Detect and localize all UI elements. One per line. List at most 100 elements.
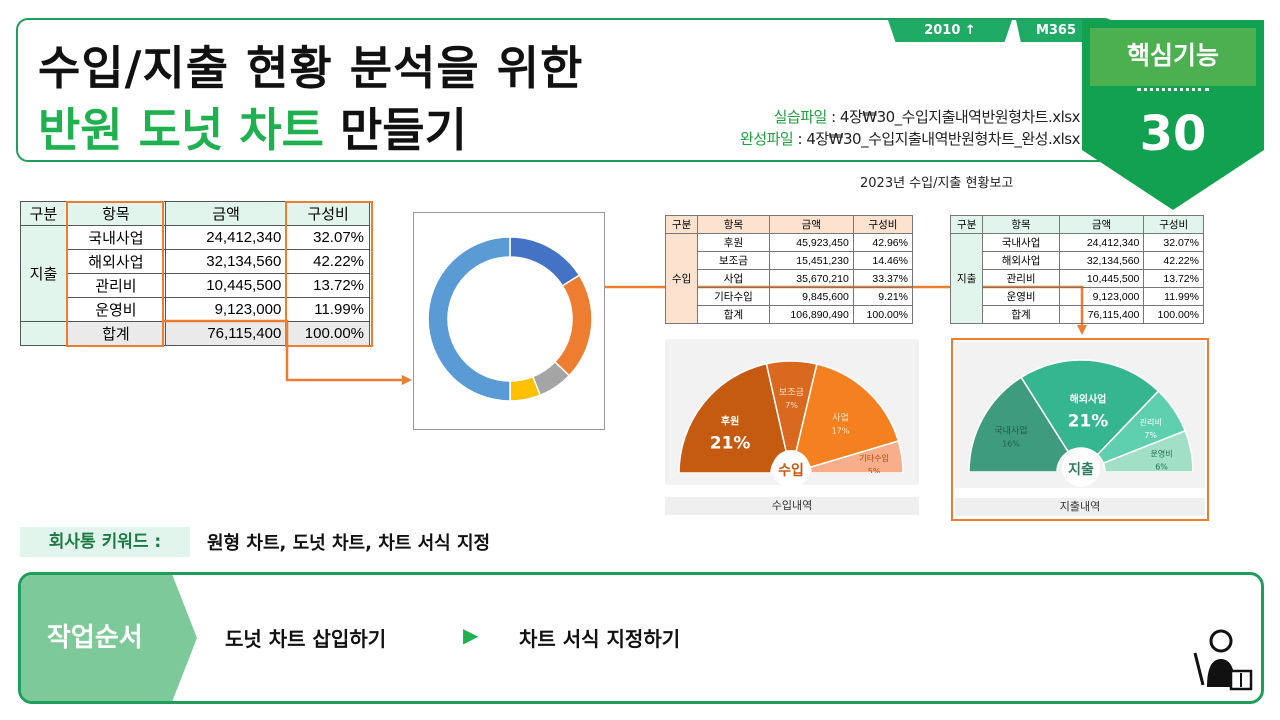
center-label: 지출 bbox=[1068, 461, 1094, 478]
practice-file: 실습파일 : 4장₩30_수입지출내역반원형차트.xlsx bbox=[740, 106, 1081, 128]
expense-chart-caption: 지출내역 bbox=[955, 498, 1205, 516]
amount-cell: 9,845,600 bbox=[768, 287, 854, 306]
ratio-cell: 32.07% bbox=[1143, 233, 1204, 252]
header-item: 항목 bbox=[982, 215, 1060, 234]
amount-cell: 24,412,340 bbox=[1058, 233, 1145, 252]
expense-chart-area[interactable]: 국내사업 16% 해외사업 21% 관리비 7% 운영비 6% 지출 bbox=[955, 342, 1205, 492]
table-row: 관리비 10,445,500 13.72% bbox=[951, 269, 1204, 288]
title-line1: 수입/지출 현황 분석을 위한 bbox=[38, 41, 584, 95]
header-amount: 금액 bbox=[1058, 215, 1145, 234]
item-cell: 사업 bbox=[697, 269, 770, 288]
table-row: 사업 35,670,210 33.37% bbox=[666, 269, 914, 288]
amount-cell: 32,134,560 bbox=[164, 249, 288, 274]
header-category: 구분 bbox=[949, 215, 984, 234]
slice-label: 운영비 bbox=[1151, 449, 1173, 459]
total-ratio-cell: 100.00% bbox=[852, 305, 914, 324]
table-row: 해외사업 32,134,560 42.22% bbox=[951, 251, 1204, 270]
half-donut-slice[interactable] bbox=[968, 376, 1070, 473]
ratio-cell: 13.72% bbox=[1143, 269, 1204, 288]
step-1: 도넛 차트 삽입하기 bbox=[225, 627, 387, 651]
amount-cell: 24,412,340 bbox=[164, 225, 288, 250]
ratio-cell: 42.22% bbox=[286, 249, 370, 274]
practice-file-name: : 4장₩30_수입지출내역반원형차트.xlsx bbox=[826, 108, 1080, 126]
ratio-cell: 13.72% bbox=[286, 273, 370, 298]
file-info: 실습파일 : 4장₩30_수입지출내역반원형차트.xlsx 완성파일 : 4장₩… bbox=[740, 106, 1080, 150]
table-header-row: 구분 항목 금액 구성비 bbox=[949, 215, 1204, 234]
total-amount-cell: 76,115,400 bbox=[164, 321, 288, 346]
income-chart-area[interactable]: 후원 21% 보조금 7% 사업 17% 기타수입 5% 수입 bbox=[665, 339, 919, 493]
group-cell: 지출 bbox=[949, 233, 984, 324]
slice-label: 보조금 bbox=[779, 387, 804, 398]
expense-half-donut: 국내사업 16% 해외사업 21% 관리비 7% 운영비 6% 지출 bbox=[965, 359, 1197, 492]
group-cell: 수입 bbox=[664, 233, 699, 324]
header-ratio: 구성비 bbox=[852, 215, 914, 234]
slice-percent: 5% bbox=[868, 467, 881, 476]
ratio-column-highlight bbox=[285, 201, 373, 347]
title-line2: 반원 도넛 차트 만들기 bbox=[38, 94, 467, 160]
center-badge bbox=[1062, 449, 1100, 487]
amount-cell: 10,445,500 bbox=[164, 273, 288, 298]
badge-divider bbox=[1137, 88, 1209, 91]
header-amount: 금액 bbox=[164, 201, 288, 226]
income-half-donut: 후원 21% 보조금 7% 사업 17% 기타수입 5% 수입 bbox=[675, 360, 907, 493]
item-column-highlight bbox=[66, 201, 164, 347]
ratio-cell: 42.22% bbox=[1143, 251, 1204, 270]
header-ratio: 구성비 bbox=[286, 201, 370, 226]
item-cell: 운영비 bbox=[982, 287, 1060, 306]
total-item-cell: 합계 bbox=[982, 305, 1060, 324]
slice-percent: 17% bbox=[832, 427, 850, 436]
item-cell: 운영비 bbox=[65, 297, 166, 322]
income-chart-caption: 수입내역 bbox=[665, 497, 919, 515]
header-ratio: 구성비 bbox=[1143, 215, 1204, 234]
slice-percent: 21% bbox=[710, 433, 751, 453]
item-cell: 국내사업 bbox=[65, 225, 166, 250]
header-category: 구분 bbox=[20, 201, 67, 226]
slice-label: 국내사업 bbox=[994, 425, 1027, 436]
table-row: 관리비 10,445,500 13.72% bbox=[21, 273, 370, 298]
table-row: 지출 국내사업 24,412,340 32.07% bbox=[20, 225, 370, 322]
ratio-cell: 11.99% bbox=[1143, 287, 1204, 306]
amount-cell: 15,451,230 bbox=[768, 251, 854, 270]
amount-cell: 32,134,560 bbox=[1058, 251, 1145, 270]
table-row: 기타수입 9,845,600 9.21% bbox=[666, 287, 914, 306]
item-cell: 해외사업 bbox=[982, 251, 1060, 270]
table-row: 수입 후원 45,923,450 42.96% bbox=[664, 233, 914, 324]
header-category: 구분 bbox=[664, 215, 699, 234]
slice-label: 관리비 bbox=[1140, 417, 1162, 427]
donut-slice[interactable] bbox=[509, 236, 581, 287]
item-cell: 관리비 bbox=[65, 273, 166, 298]
donut-slice[interactable] bbox=[427, 236, 511, 402]
badge-number: 30 bbox=[1139, 106, 1207, 162]
ratio-cell: 33.37% bbox=[852, 269, 914, 288]
amount-cell: 9,123,000 bbox=[164, 297, 288, 322]
slice-label: 사업 bbox=[832, 413, 849, 424]
donut-slice[interactable] bbox=[553, 274, 593, 377]
amount-cell: 10,445,500 bbox=[1058, 269, 1145, 288]
table-row: 지출 국내사업 24,412,340 32.07% bbox=[949, 233, 1204, 324]
complete-file-label: 완성파일 bbox=[740, 130, 794, 148]
amount-cell: 35,670,210 bbox=[768, 269, 854, 288]
ratio-cell: 11.99% bbox=[286, 297, 370, 322]
total-amount-cell: 76,115,400 bbox=[1058, 305, 1145, 324]
half-donut-slice[interactable] bbox=[1020, 359, 1160, 456]
slice-label: 후원 bbox=[721, 414, 739, 427]
practice-file-label: 실습파일 bbox=[773, 108, 828, 126]
m365-ribbon: M365 bbox=[1016, 20, 1096, 42]
slice-label: 해외사업 bbox=[1070, 392, 1107, 405]
expense-source-table: 구분 항목 금액 구성비 지출 국내사업 24,412,340 32.07% 해… bbox=[20, 201, 370, 346]
badge-label: 핵심기능 bbox=[1090, 28, 1256, 86]
total-row: 합계 76,115,400 100.00% bbox=[951, 305, 1204, 324]
center-label: 수입 bbox=[778, 463, 804, 479]
item-cell: 기타수입 bbox=[697, 287, 770, 306]
slice-percent: 7% bbox=[785, 401, 798, 410]
complete-file: 완성파일 : 4장₩30_수입지출내역반원형차트_완성.xlsx bbox=[740, 128, 1080, 150]
expense-table: 구분 항목 금액 구성비 지출 국내사업 24,412,340 32.07% 해… bbox=[949, 215, 1204, 324]
donut-chart-box[interactable] bbox=[413, 212, 605, 430]
total-ratio-cell: 100.00% bbox=[1143, 305, 1204, 324]
keyword-text: 원형 차트, 도넛 차트, 차트 서식 지정 bbox=[207, 533, 491, 554]
item-cell: 관리비 bbox=[982, 269, 1060, 288]
work-order-label: 작업순서 bbox=[21, 575, 197, 701]
title-suffix: 만들기 bbox=[323, 103, 467, 157]
group-cell-empty bbox=[20, 321, 67, 346]
